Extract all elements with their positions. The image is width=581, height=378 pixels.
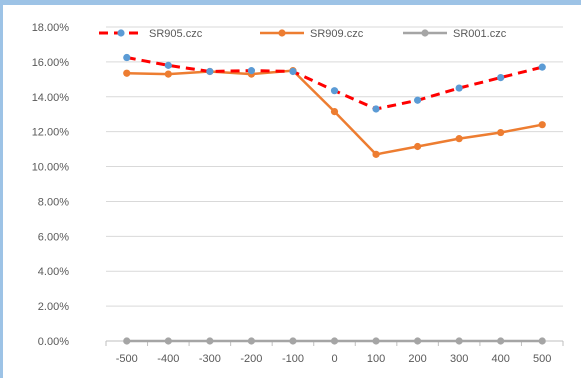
x-tick-label: 400 bbox=[492, 353, 510, 365]
data-point bbox=[123, 69, 131, 77]
y-tick-label: 14.00% bbox=[32, 92, 70, 104]
legend-swatch-marker bbox=[117, 29, 125, 37]
data-point bbox=[164, 61, 172, 69]
legend-item: SR909.czc bbox=[260, 28, 364, 40]
legend-swatch-marker bbox=[278, 29, 286, 37]
data-point bbox=[538, 337, 546, 345]
y-tick-label: 18.00% bbox=[32, 22, 70, 34]
y-tick-label: 0.00% bbox=[38, 336, 69, 348]
data-point bbox=[206, 337, 214, 345]
x-tick-label: -100 bbox=[282, 353, 304, 365]
data-point bbox=[247, 67, 256, 75]
data-point bbox=[123, 53, 131, 62]
data-point bbox=[372, 337, 380, 345]
series-sr905-czc bbox=[123, 53, 546, 113]
y-tick-label: 10.00% bbox=[32, 162, 70, 174]
data-point bbox=[330, 108, 339, 116]
data-point bbox=[413, 96, 422, 104]
gridlines bbox=[106, 26, 563, 307]
x-tick-label: -200 bbox=[240, 353, 262, 365]
data-point bbox=[164, 70, 172, 78]
legend-swatch-marker bbox=[421, 29, 429, 37]
data-point bbox=[164, 337, 172, 345]
legend-item: SR905.czc bbox=[99, 28, 203, 40]
y-tick-label: 4.00% bbox=[38, 266, 69, 278]
x-tick-label: 300 bbox=[450, 353, 468, 365]
y-tick-label: 6.00% bbox=[38, 231, 69, 243]
data-point bbox=[455, 337, 463, 345]
data-point bbox=[413, 337, 422, 345]
series-line bbox=[126, 56, 543, 111]
data-point bbox=[455, 84, 463, 92]
x-tick-label: 0 bbox=[331, 353, 337, 365]
chart-frame: 0.00% 2.00% 4.00% 6.00% 8.00% 10.00% 12.00% 14.… bbox=[3, 5, 581, 378]
y-tick-label: 2.00% bbox=[38, 301, 69, 313]
legend-label: SR001.czc bbox=[453, 28, 507, 40]
data-point bbox=[497, 128, 505, 137]
data-point bbox=[330, 87, 339, 95]
series-sr001-czc bbox=[123, 337, 546, 345]
legend: SR905.czc SR909.czc SR001.czc bbox=[99, 28, 507, 40]
x-axis-ticks: -500 -400 -300 -200 -100 0 100 200 300 400 500 bbox=[116, 353, 552, 365]
data-point bbox=[123, 337, 131, 345]
legend-label: SR905.czc bbox=[149, 28, 203, 40]
data-point bbox=[372, 150, 380, 158]
data-point bbox=[289, 337, 297, 345]
data-point bbox=[289, 67, 297, 76]
legend-item: SR001.czc bbox=[403, 28, 507, 40]
data-point bbox=[206, 67, 214, 76]
data-point bbox=[497, 73, 505, 82]
data-point bbox=[538, 121, 546, 129]
x-tick-label: -400 bbox=[157, 353, 179, 365]
series-group bbox=[123, 53, 546, 345]
line-chart: 0.00% 2.00% 4.00% 6.00% 8.00% 10.00% 12.00% 14.… bbox=[32, 22, 564, 365]
data-point bbox=[455, 135, 463, 143]
data-point bbox=[372, 105, 380, 113]
x-tick-label: -500 bbox=[116, 353, 138, 365]
y-tick-label: 8.00% bbox=[38, 196, 69, 208]
data-point bbox=[497, 337, 505, 345]
data-point bbox=[330, 337, 339, 345]
y-tick-label: 12.00% bbox=[32, 127, 70, 139]
y-tick-label: 16.00% bbox=[32, 57, 70, 69]
data-point bbox=[538, 63, 546, 71]
y-axis-ticks: 0.00% 2.00% 4.00% 6.00% 8.00% 10.00% 12.00% 14.… bbox=[32, 22, 70, 348]
x-tick-label: -300 bbox=[199, 353, 221, 365]
x-tick-label: 200 bbox=[408, 353, 426, 365]
data-point bbox=[247, 337, 256, 345]
x-tick-label: 500 bbox=[533, 353, 551, 365]
data-point bbox=[413, 142, 422, 151]
x-tick-label: 100 bbox=[367, 353, 385, 365]
legend-label: SR909.czc bbox=[310, 28, 364, 40]
